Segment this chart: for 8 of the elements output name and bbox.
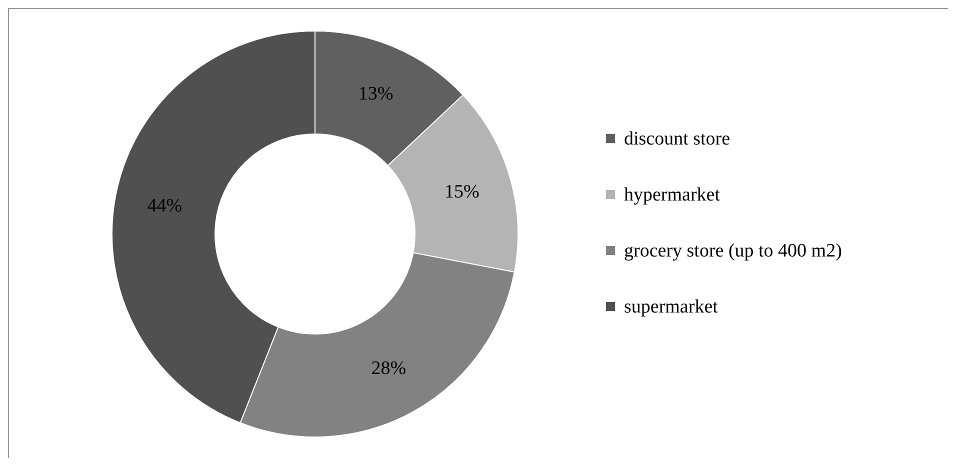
- legend-label: hypermarket: [624, 184, 721, 206]
- legend-label: supermarket: [624, 296, 719, 318]
- data-label: 15%: [444, 181, 480, 202]
- data-label: 13%: [358, 84, 394, 105]
- data-label: 28%: [371, 358, 406, 380]
- legend-label: discount store: [624, 128, 730, 150]
- data-label: 44%: [147, 195, 182, 216]
- legend-label: grocery store (up to 400 m2): [624, 240, 842, 262]
